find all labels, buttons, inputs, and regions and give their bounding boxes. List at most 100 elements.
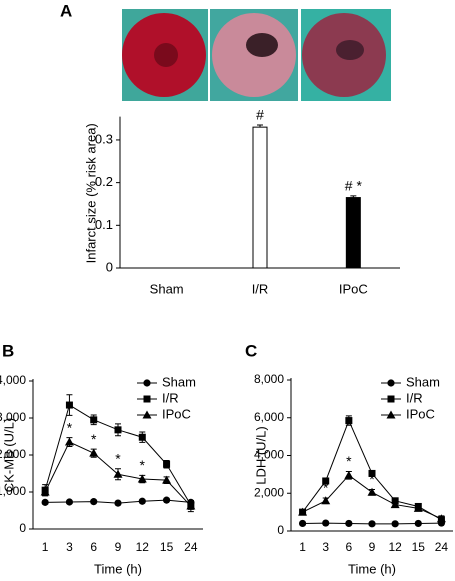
heart-photos	[122, 9, 391, 101]
y-tick-label: 0	[277, 523, 284, 537]
marker	[137, 474, 147, 483]
annotation: *	[369, 471, 375, 487]
x-tick-label: 15	[160, 540, 174, 554]
marker	[390, 500, 400, 509]
x-tick-label: 1	[42, 540, 49, 554]
marker	[162, 496, 171, 504]
x-tick-label: 1	[299, 540, 306, 554]
annotation: *	[91, 431, 97, 447]
x-tick-label: 12	[136, 540, 150, 554]
error-bar	[350, 195, 357, 198]
panel-label: B	[2, 341, 14, 360]
marker	[344, 470, 354, 479]
x-tick-label: 9	[369, 540, 376, 554]
x-tick-label: 15	[412, 540, 426, 554]
y-axis-title: Infarct size (% risk area)	[83, 123, 98, 263]
marker	[138, 433, 146, 441]
marker	[298, 507, 308, 516]
marker	[368, 520, 376, 528]
y-tick-label: 6,000	[254, 410, 284, 424]
marker	[413, 503, 423, 512]
y-tick-label: 0.1	[95, 217, 113, 232]
marker	[138, 497, 146, 505]
marker	[298, 519, 307, 528]
legend-label: IPoC	[162, 406, 191, 421]
y-axis-title: CK-MB (U/L)	[1, 418, 16, 492]
marker	[391, 520, 399, 528]
marker	[387, 395, 395, 403]
marker	[41, 498, 49, 506]
marker	[162, 475, 172, 484]
x-tick-label: IPoC	[339, 281, 368, 296]
y-axis-title: LDH (U/L)	[253, 426, 268, 485]
legend-label: IPoC	[406, 406, 435, 421]
y-tick-label: 3,000	[0, 410, 26, 424]
x-axis-title: Time (h)	[348, 561, 396, 576]
bar	[252, 126, 268, 269]
heart-ir-center	[246, 33, 278, 57]
annotation: *	[67, 419, 73, 435]
y-tick-label: 0.3	[95, 131, 113, 146]
marker	[367, 487, 377, 496]
marker	[65, 498, 74, 506]
x-tick-label: 6	[346, 540, 353, 554]
x-tick-label: I/R	[252, 281, 269, 296]
y-tick-label: 2,000	[254, 485, 284, 499]
marker	[114, 426, 122, 434]
x-tick-label: 24	[184, 540, 198, 554]
marker	[40, 487, 50, 496]
error-bar	[257, 124, 263, 128]
y-tick-label: 0.2	[95, 174, 113, 189]
panel-label: A	[60, 1, 72, 20]
marker	[322, 519, 330, 527]
marker	[64, 437, 74, 446]
x-tick-label: 9	[115, 540, 122, 554]
x-tick-label: 24	[435, 540, 449, 554]
marker	[345, 519, 353, 528]
marker	[368, 469, 376, 477]
marker	[321, 496, 331, 505]
y-tick-label: 4,000	[0, 373, 26, 387]
legend-label: I/R	[162, 390, 179, 405]
y-tick-label: 4,000	[254, 448, 284, 462]
marker	[143, 395, 151, 403]
heart-sham-center	[154, 43, 178, 67]
annotation: # *	[345, 178, 363, 194]
marker	[113, 469, 123, 478]
marker	[186, 501, 196, 510]
marker	[142, 410, 152, 419]
y-tick-label: 8,000	[254, 372, 284, 386]
x-axis-title: Time (h)	[94, 561, 142, 576]
annotation: #	[256, 107, 264, 123]
heart-ipoc-center	[336, 40, 364, 60]
x-tick-label: 3	[322, 540, 329, 554]
x-tick-label: 12	[388, 540, 402, 554]
legend-label: I/R	[406, 390, 423, 405]
x-tick-label: Sham	[150, 281, 184, 296]
annotation: *	[346, 453, 352, 469]
legend-label: Sham	[162, 374, 196, 389]
x-tick-label: 6	[90, 540, 97, 554]
annotation: *	[140, 457, 146, 473]
y-tick-label: 0	[106, 259, 113, 274]
y-tick-label: 0	[19, 521, 26, 535]
x-tick-label: 3	[66, 540, 73, 554]
bar	[345, 197, 361, 269]
marker	[143, 379, 151, 387]
marker	[163, 460, 171, 468]
marker	[414, 519, 422, 528]
marker	[322, 477, 330, 485]
annotation: *	[115, 450, 121, 466]
marker	[114, 499, 122, 507]
marker	[90, 416, 98, 424]
panel-label: C	[245, 341, 257, 360]
annotation: *	[323, 480, 329, 496]
marker	[436, 514, 446, 523]
y-tick-label: 1,000	[0, 484, 26, 498]
y-tick-label: 2,000	[0, 447, 26, 461]
marker	[89, 448, 99, 457]
marker	[90, 498, 98, 506]
marker	[387, 379, 395, 387]
marker	[65, 401, 73, 409]
